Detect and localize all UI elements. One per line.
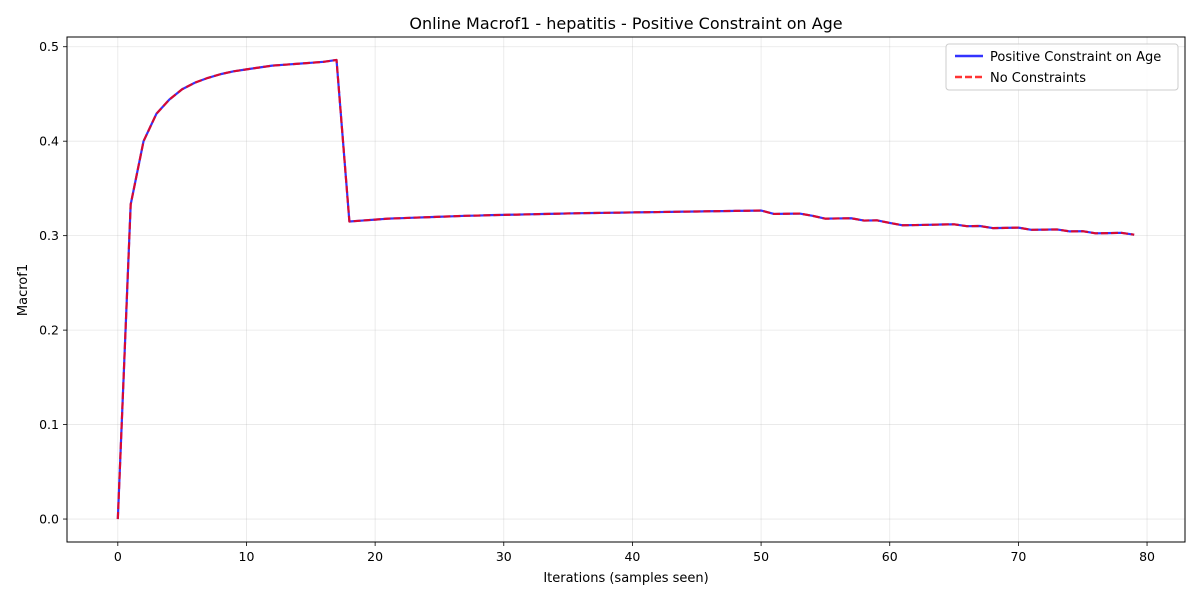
y-tick-label: 0.5 bbox=[39, 39, 59, 54]
y-axis: 0.0 0.1 0.2 0.3 0.4 0.5 bbox=[39, 39, 67, 527]
x-tick-label: 60 bbox=[882, 549, 898, 564]
y-axis-label: Macrof1 bbox=[16, 264, 31, 316]
x-tick-label: 50 bbox=[753, 549, 769, 564]
plot-frame bbox=[66, 36, 1186, 543]
y-tick-label: 0.1 bbox=[39, 417, 59, 432]
x-tick-label: 40 bbox=[624, 549, 640, 564]
legend-label-no-constraints: No Constraints bbox=[990, 71, 1086, 86]
y-tick-label: 0.2 bbox=[39, 323, 59, 338]
chart-title: Online Macrof1 - hepatitis - Positive Co… bbox=[409, 14, 842, 33]
x-tick-label: 30 bbox=[496, 549, 512, 564]
x-tick-label: 0 bbox=[114, 549, 122, 564]
grid bbox=[67, 37, 1185, 542]
legend: Positive Constraint on Age No Constraint… bbox=[945, 43, 1179, 91]
legend-box bbox=[945, 43, 1179, 91]
series-layer bbox=[116, 58, 1135, 520]
series-line-1 bbox=[116, 58, 1135, 520]
x-axis: 0 10 20 30 40 50 60 70 80 bbox=[114, 542, 1155, 564]
y-tick-label: 0.0 bbox=[39, 512, 59, 527]
x-tick-label: 80 bbox=[1139, 549, 1155, 564]
y-tick-label: 0.3 bbox=[39, 228, 59, 243]
x-tick-label: 70 bbox=[1010, 549, 1026, 564]
x-tick-label: 10 bbox=[239, 549, 255, 564]
y-tick-label: 0.4 bbox=[39, 134, 59, 149]
x-axis-label: Iterations (samples seen) bbox=[543, 571, 708, 586]
legend-label-positive-constraint: Positive Constraint on Age bbox=[990, 50, 1161, 65]
x-tick-label: 20 bbox=[367, 549, 383, 564]
